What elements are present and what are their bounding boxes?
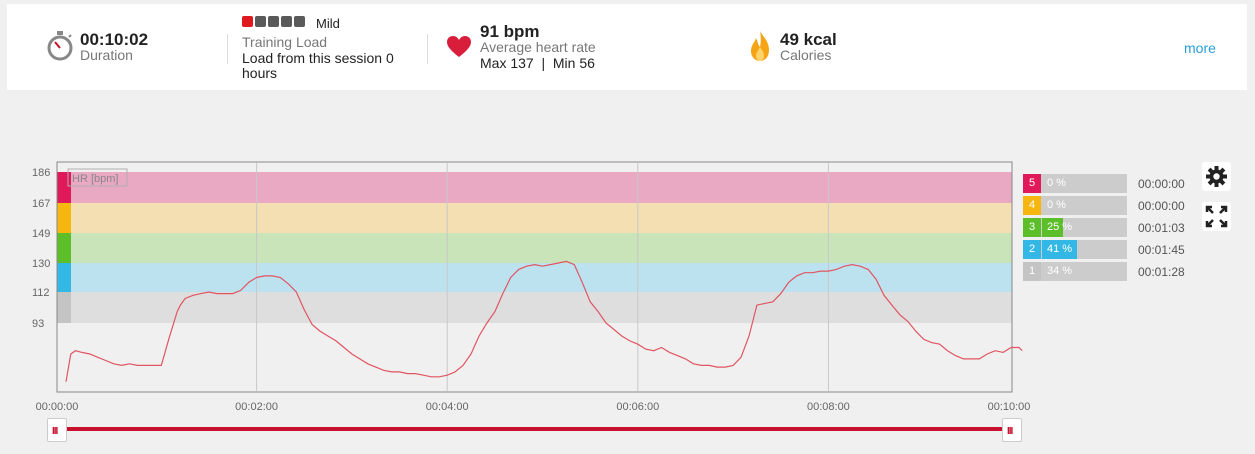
zone-number: 5 (1023, 174, 1041, 193)
heart-rate-max-min: Max 137 | Min 56 (480, 55, 595, 71)
summary-bar: 00:10:02 Duration Mild Training Load Loa… (7, 4, 1247, 90)
zone-time: 00:00:00 (1138, 177, 1185, 191)
duration-value: 00:10:02 (80, 30, 149, 49)
hr-zone-band (70, 233, 1012, 263)
hr-zone-band (70, 172, 1012, 203)
y-tick-label: 167 (32, 198, 50, 210)
range-handle-icon: III (1007, 426, 1013, 437)
zone-color-strip (57, 233, 71, 263)
zone-number: 3 (1023, 218, 1041, 237)
zone-row-4: 4 0 % (1023, 196, 1127, 215)
calories-label: Calories (780, 47, 832, 63)
range-handle-icon: III (52, 426, 58, 437)
x-tick-label: 00:00:00 (36, 401, 79, 413)
load-square (294, 16, 305, 27)
training-load-detail: Load from this session 0 hours (242, 50, 394, 81)
x-tick-label: 00:02:00 (235, 401, 278, 413)
training-load-level: Mild (316, 16, 340, 31)
duration-label: Duration (80, 47, 133, 63)
x-tick-label: 00:08:00 (807, 401, 850, 413)
load-square (268, 16, 279, 27)
zone-color-strip (57, 203, 71, 233)
flame-icon (751, 31, 769, 61)
zone-row-2: 2 41 % (1023, 240, 1127, 259)
zone-time: 00:01:45 (1138, 243, 1185, 257)
y-tick-label: 112 (32, 287, 50, 299)
zone-number: 2 (1023, 240, 1041, 259)
hr-zone-band (70, 292, 1012, 323)
y-tick-label: 93 (32, 318, 44, 330)
fullscreen-button[interactable] (1202, 202, 1231, 231)
y-axis-label: HR [bpm] (72, 173, 118, 185)
ylabel-box (67, 168, 128, 187)
zone-number: 1 (1023, 262, 1041, 281)
zone-percentage: 34 % (1047, 265, 1073, 277)
range-handle-right[interactable]: III (1002, 418, 1022, 442)
zone-row-1: 1 34 % (1023, 262, 1127, 281)
zone-time: 00:01:03 (1138, 221, 1185, 235)
y-tick-label: 149 (32, 228, 50, 240)
training-load-label: Training Load (242, 34, 328, 50)
y-tick-label: 186 (32, 167, 50, 179)
heart-icon (447, 36, 471, 57)
zone-color-strip (57, 263, 71, 292)
load-square (255, 16, 266, 27)
zone-number: 4 (1023, 196, 1041, 215)
zone-time: 00:01:28 (1138, 265, 1185, 279)
more-link[interactable]: more (1184, 40, 1216, 56)
x-tick-label: 00:10:00 (988, 401, 1031, 413)
zone-percentage: 0 % (1047, 199, 1066, 211)
zone-percentage: 41 % (1047, 243, 1073, 255)
divider (427, 34, 428, 64)
heart-rate-value: 91 bpm (480, 22, 540, 41)
load-square (281, 16, 292, 27)
zone-row-5: 5 0 % (1023, 174, 1127, 193)
load-square (242, 16, 253, 27)
zone-percentage: 25 % (1047, 221, 1073, 233)
heart-rate-label: Average heart rate (480, 39, 596, 55)
fullscreen-icon (1205, 205, 1228, 228)
zone-time: 00:00:00 (1138, 199, 1185, 213)
zone-percentage-bar (1042, 240, 1077, 259)
divider (227, 34, 228, 64)
chart-settings-button[interactable] (1202, 162, 1231, 191)
hr-zone-band (70, 263, 1012, 292)
plot-frame (56, 161, 1013, 393)
zone-row-3: 3 25 % (1023, 218, 1127, 237)
hr-zone-band (70, 203, 1012, 233)
zone-color-strip (57, 292, 71, 323)
zone-color-strip (57, 172, 71, 203)
x-tick-label: 00:04:00 (426, 401, 469, 413)
calories-value: 49 kcal (780, 30, 837, 49)
heart-rate-line (65, 260, 1023, 382)
x-tick-label: 00:06:00 (616, 401, 659, 413)
y-tick-label: 130 (32, 258, 50, 270)
zone-percentage: 0 % (1047, 177, 1066, 189)
settings-gear-icon (1206, 166, 1227, 187)
stopwatch-icon (47, 31, 73, 61)
range-handle-left[interactable]: III (47, 418, 67, 442)
zone-percentage-bar (1042, 218, 1063, 237)
